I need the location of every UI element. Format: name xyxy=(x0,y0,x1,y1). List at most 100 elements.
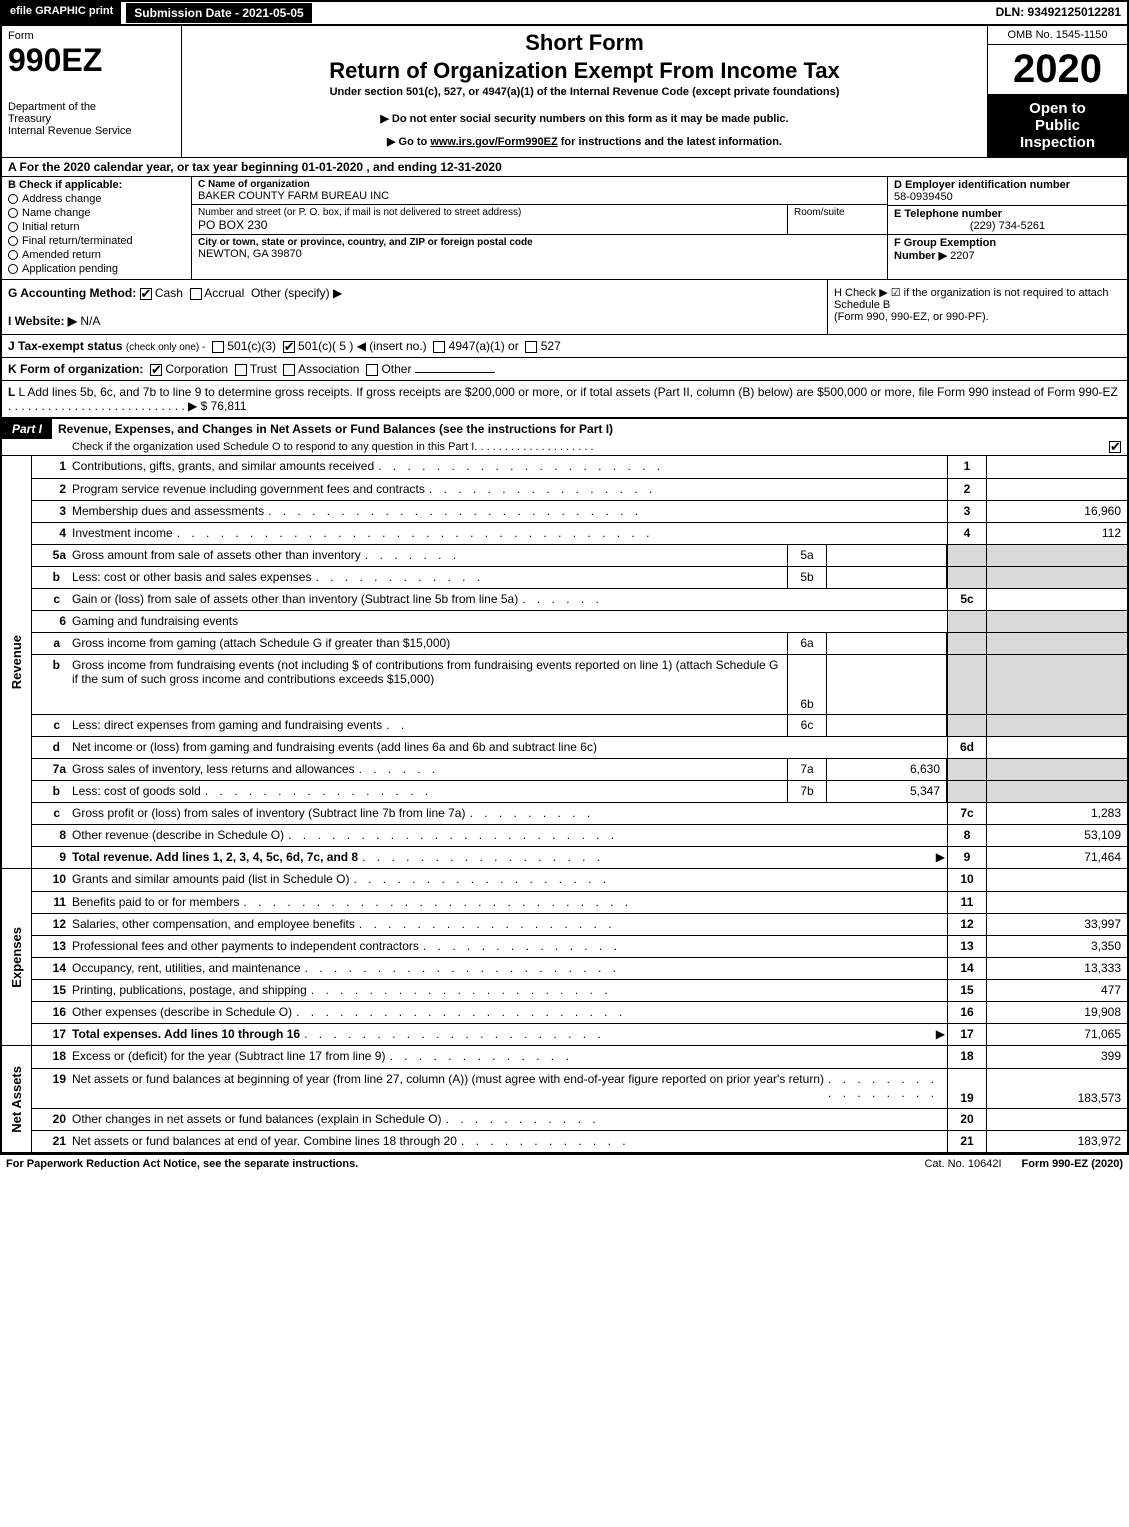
other-org-input[interactable] xyxy=(415,372,495,373)
chk-name-change[interactable]: Name change xyxy=(8,207,185,219)
line-18-value: 399 xyxy=(987,1046,1127,1068)
line-21: 21 Net assets or fund balances at end of… xyxy=(32,1130,1127,1152)
section-h: H Check ▶ ☑ if the organization is not r… xyxy=(827,280,1127,334)
line-19: 19 Net assets or fund balances at beginn… xyxy=(32,1068,1127,1108)
line-3: 3 Membership dues and assessments. . . .… xyxy=(32,500,1127,522)
line-7c-value: 1,283 xyxy=(987,803,1127,824)
line-8-value: 53,109 xyxy=(987,825,1127,846)
dept-treasury: Department of the Treasury xyxy=(8,101,175,125)
chk-501c3[interactable] xyxy=(212,341,224,353)
section-e: E Telephone number (229) 734-5261 xyxy=(888,205,1127,234)
net-assets-label: Net Assets xyxy=(9,1066,24,1133)
line-5c: c Gain or (loss) from sale of assets oth… xyxy=(32,588,1127,610)
line-11: 11 Benefits paid to or for members. . . … xyxy=(32,891,1127,913)
line-6d-value xyxy=(987,737,1127,758)
chk-final-return[interactable]: Final return/terminated xyxy=(8,235,185,247)
line-13: 13 Professional fees and other payments … xyxy=(32,935,1127,957)
chk-other-org[interactable] xyxy=(366,364,378,376)
line-12: 12 Salaries, other compensation, and emp… xyxy=(32,913,1127,935)
tax-year: 2020 xyxy=(988,45,1127,94)
line-20-value xyxy=(987,1109,1127,1130)
section-l: L L Add lines 5b, 6c, and 7b to line 9 t… xyxy=(2,380,1127,417)
line-5c-value xyxy=(987,589,1127,610)
under-section: Under section 501(c), 527, or 4947(a)(1)… xyxy=(188,86,981,98)
form-word: Form xyxy=(8,30,175,42)
goto-note: ▶ Go to www.irs.gov/Form990EZ for instru… xyxy=(188,135,981,148)
chk-4947[interactable] xyxy=(433,341,445,353)
section-i-label: I Website: ▶ xyxy=(8,314,77,328)
expenses-section: Expenses 10 Grants and similar amounts p… xyxy=(2,868,1127,1045)
line-7b-value: 5,347 xyxy=(827,781,947,802)
cat-number: Cat. No. 10642I xyxy=(904,1158,1021,1170)
chk-527[interactable] xyxy=(525,341,537,353)
line-6c-value xyxy=(827,715,947,736)
line-6b-value xyxy=(827,655,947,714)
efile-label[interactable]: efile GRAPHIC print xyxy=(2,2,121,24)
line-9: 9 Total revenue. Add lines 1, 2, 3, 4, 5… xyxy=(32,846,1127,868)
do-not-note: ▶ Do not enter social security numbers o… xyxy=(188,112,981,125)
chk-trust[interactable] xyxy=(235,364,247,376)
dln: DLN: 93492125012281 xyxy=(990,2,1127,24)
gross-receipts: $ 76,811 xyxy=(201,399,247,413)
section-gh: G Accounting Method: Cash Accrual Other … xyxy=(2,279,1127,334)
line-7a: 7a Gross sales of inventory, less return… xyxy=(32,758,1127,780)
section-b: B Check if applicable: Address change Na… xyxy=(2,177,192,279)
part1-title: Revenue, Expenses, and Changes in Net As… xyxy=(52,419,1127,439)
line-21-value: 183,972 xyxy=(987,1131,1127,1152)
line-1: 1 Contributions, gifts, grants, and simi… xyxy=(32,456,1127,478)
chk-accrual[interactable] xyxy=(190,288,202,300)
line-7c: c Gross profit or (loss) from sales of i… xyxy=(32,802,1127,824)
chk-cash[interactable] xyxy=(140,288,152,300)
line-15-value: 477 xyxy=(987,980,1127,1001)
section-b-label: B Check if applicable: xyxy=(8,179,185,191)
chk-amended-return[interactable]: Amended return xyxy=(8,249,185,261)
line-20: 20 Other changes in net assets or fund b… xyxy=(32,1108,1127,1130)
line-2-value xyxy=(987,479,1127,500)
chk-corporation[interactable] xyxy=(150,364,162,376)
line-19-value: 183,573 xyxy=(987,1069,1127,1108)
top-strip: efile GRAPHIC print Submission Date - 20… xyxy=(2,2,1127,24)
line-13-value: 3,350 xyxy=(987,936,1127,957)
omb-number: OMB No. 1545-1150 xyxy=(988,26,1127,45)
line-6b: b Gross income from fundraising events (… xyxy=(32,654,1127,714)
section-d: D Employer identification number 58-0939… xyxy=(888,177,1127,205)
tax-year-line: A For the 2020 calendar year, or tax yea… xyxy=(2,157,1127,176)
chk-application-pending[interactable]: Application pending xyxy=(8,263,185,275)
goto-link[interactable]: www.irs.gov/Form990EZ xyxy=(430,136,557,148)
line-14: 14 Occupancy, rent, utilities, and maint… xyxy=(32,957,1127,979)
chk-schedule-o[interactable] xyxy=(1109,441,1121,453)
revenue-label: Revenue xyxy=(9,635,24,689)
section-k: K Form of organization: Corporation Trus… xyxy=(2,357,1127,380)
chk-initial-return[interactable]: Initial return xyxy=(8,221,185,233)
line-1-value xyxy=(987,456,1127,478)
form-title: Return of Organization Exempt From Incom… xyxy=(188,58,981,84)
chk-501c[interactable] xyxy=(283,341,295,353)
line-5b-value xyxy=(827,567,947,588)
line-6d: d Net income or (loss) from gaming and f… xyxy=(32,736,1127,758)
info-block: B Check if applicable: Address change Na… xyxy=(2,176,1127,279)
line-15: 15 Printing, publications, postage, and … xyxy=(32,979,1127,1001)
line-6: 6 Gaming and fundraising events xyxy=(32,610,1127,632)
line-6a-value xyxy=(827,633,947,654)
chk-association[interactable] xyxy=(283,364,295,376)
org-city: NEWTON, GA 39870 xyxy=(198,248,881,260)
short-form-title: Short Form xyxy=(188,30,981,56)
line-17: 17 Total expenses. Add lines 10 through … xyxy=(32,1023,1127,1045)
line-16-value: 19,908 xyxy=(987,1002,1127,1023)
section-g-label: G Accounting Method: xyxy=(8,286,136,300)
line-5a-value xyxy=(827,545,947,566)
line-10-value xyxy=(987,869,1127,891)
dept-irs: Internal Revenue Service xyxy=(8,125,175,137)
section-f: F Group Exemption Number ▶ 2207 xyxy=(888,234,1127,264)
line-5a: 5a Gross amount from sale of assets othe… xyxy=(32,544,1127,566)
net-assets-section: Net Assets 18 Excess or (deficit) for th… xyxy=(2,1045,1127,1152)
revenue-section: Revenue 1 Contributions, gifts, grants, … xyxy=(2,455,1127,868)
line-14-value: 13,333 xyxy=(987,958,1127,979)
line-3-value: 16,960 xyxy=(987,501,1127,522)
telephone: (229) 734-5261 xyxy=(894,220,1121,232)
form-header: Form 990EZ Department of the Treasury In… xyxy=(2,24,1127,157)
part1-label: Part I xyxy=(2,419,52,439)
org-address: PO BOX 230 xyxy=(198,218,781,232)
line-8: 8 Other revenue (describe in Schedule O)… xyxy=(32,824,1127,846)
chk-address-change[interactable]: Address change xyxy=(8,193,185,205)
